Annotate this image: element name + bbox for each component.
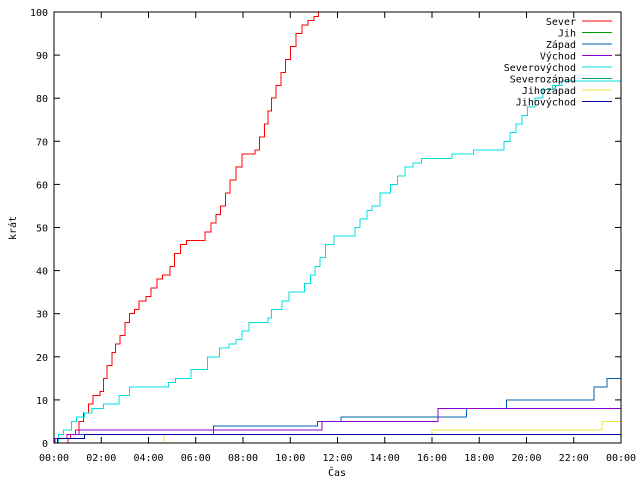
x-tick-label: 14:00: [370, 453, 400, 464]
x-tick-label: 20:00: [511, 453, 541, 464]
y-tick-label: 0: [42, 439, 48, 450]
series-line-jihovychod: [54, 433, 621, 444]
y-axis-label: krát: [7, 216, 19, 240]
y-tick-label: 100: [30, 8, 48, 19]
legend: SeverJihZápadVýchodSeverovýchodSeverozáp…: [504, 17, 612, 109]
y-tick-label: 40: [36, 267, 48, 278]
legend-label-jihozapad: Jihozápad: [522, 85, 576, 97]
legend-label-jihovychod: Jihovýchod: [516, 97, 576, 109]
x-tick-label: 10:00: [275, 453, 305, 464]
y-tick-label: 50: [36, 224, 48, 235]
y-tick-label: 90: [36, 51, 48, 62]
x-tick-label: 02:00: [86, 453, 116, 464]
y-tick-label: 70: [36, 137, 48, 148]
legend-label-sever: Sever: [546, 17, 576, 28]
x-tick-label: 04:00: [133, 453, 163, 464]
x-axis: 00:00 02:00 04:00 06:00 08:00 10:00 12:00 14:00…: [39, 12, 636, 464]
y-axis: 0 10 20 30 40 50 60 70 80 90 100: [30, 8, 621, 450]
legend-label-zapad: Západ: [546, 39, 576, 51]
legend-label-severozapad: Severozápad: [510, 74, 576, 86]
x-tick-label: 16:00: [417, 453, 447, 464]
y-tick-label: 20: [36, 353, 48, 364]
series-line-severovychod: [54, 80, 621, 444]
x-tick-label: 18:00: [464, 453, 494, 464]
y-tick-label: 30: [36, 310, 48, 321]
y-tick-label: 10: [36, 396, 48, 407]
x-tick-label: 12:00: [322, 453, 352, 464]
x-tick-label: 00:00: [39, 453, 69, 464]
x-tick-label: 00:00: [606, 453, 636, 464]
legend-label-severovychod: Severovýchod: [504, 62, 576, 74]
y-tick-label: 60: [36, 180, 48, 191]
y-tick-label: 80: [36, 94, 48, 105]
x-tick-label: 06:00: [181, 453, 211, 464]
x-axis-label: Čas: [328, 466, 346, 479]
series-line-sever: [67, 12, 320, 444]
series-layer: [54, 12, 621, 444]
legend-label-jih: Jih: [558, 29, 576, 40]
x-tick-label: 08:00: [228, 453, 258, 464]
legend-label-vychod: Východ: [540, 51, 576, 63]
x-tick-label: 22:00: [559, 453, 589, 464]
